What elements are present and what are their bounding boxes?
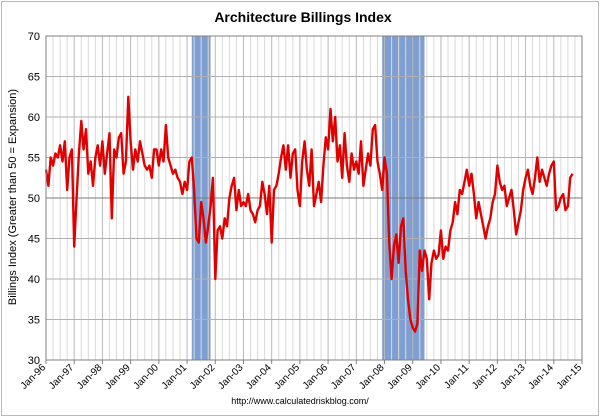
- y-tick-label: 70: [28, 31, 40, 43]
- x-tick-label: Jan-05: [273, 362, 303, 392]
- billings-index-line: [44, 95, 574, 333]
- y-tick-label: 50: [28, 193, 40, 205]
- x-tick-label: Jan-00: [132, 362, 162, 392]
- x-tick-label: Jan-99: [103, 362, 133, 392]
- x-tick-label: Jan-09: [385, 362, 415, 392]
- x-tick-label: Jan-03: [216, 362, 246, 392]
- x-tick-label: Jan-07: [329, 362, 359, 392]
- y-tick-label: 60: [28, 112, 40, 124]
- y-tick-label: 65: [28, 72, 40, 84]
- chart-title: Architecture Billings Index: [214, 9, 392, 25]
- y-tick-label: 40: [28, 274, 40, 286]
- y-tick-label: 35: [28, 315, 40, 327]
- x-tick-label: Jan-10: [414, 362, 444, 392]
- y-axis-label: Billings Index (Greater than 50 = Expans…: [7, 89, 19, 305]
- plot-area: 303540455055606570Jan-96Jan-97Jan-98Jan-…: [19, 31, 585, 392]
- y-tick-label: 45: [28, 234, 40, 246]
- x-tick-label: Jan-04: [244, 362, 274, 392]
- plot-border: [45, 35, 583, 361]
- x-tick-label: Jan-01: [160, 362, 190, 392]
- x-tick-label: Jan-11: [442, 362, 471, 391]
- source-url: http://www.calculatedriskblog.com/: [231, 396, 369, 406]
- x-tick-label: Jan-02: [188, 362, 218, 392]
- x-tick-label: Jan-14: [527, 362, 557, 392]
- x-tick-label: Jan-06: [301, 362, 331, 392]
- x-tick-label: Jan-98: [75, 362, 105, 392]
- x-tick-label: Jan-12: [470, 362, 500, 392]
- y-tick-label: 55: [28, 153, 40, 165]
- x-tick-label: Jan-15: [555, 362, 585, 392]
- x-tick-label: Jan-97: [47, 362, 77, 392]
- x-tick-label: Jan-08: [357, 362, 387, 392]
- x-tick-label: Jan-13: [498, 362, 528, 392]
- y-tick-label: 30: [28, 355, 40, 367]
